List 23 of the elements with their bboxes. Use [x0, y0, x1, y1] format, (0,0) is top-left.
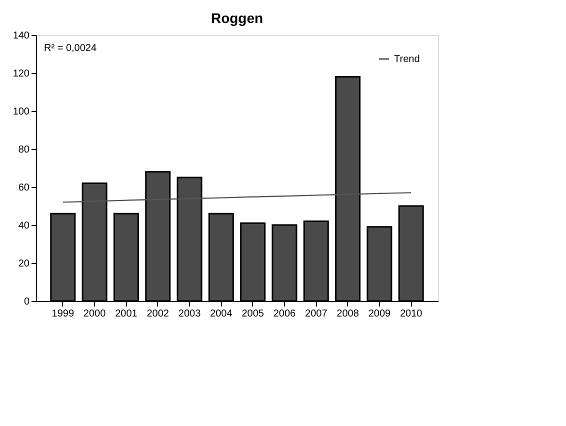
x-tick-label: 2009 — [368, 308, 391, 320]
x-tick-label: 2005 — [242, 308, 264, 320]
y-tick-label: 120 — [12, 68, 30, 80]
y-tick-label: 0 — [24, 296, 30, 308]
y-tick-label: 20 — [18, 258, 30, 270]
y-tick-label: 60 — [18, 182, 30, 194]
x-tick-label: 2003 — [178, 308, 202, 320]
x-tick-label: 2004 — [210, 308, 233, 320]
x-tick-label: 2002 — [146, 308, 170, 320]
y-tick-label: 140 — [12, 30, 30, 42]
x-tick-label: 2006 — [273, 308, 296, 320]
y-tick-label: 100 — [12, 106, 30, 118]
legend-label: Trend — [394, 54, 420, 65]
x-tick-label: 2007 — [305, 308, 328, 320]
x-tick-label: 2001 — [115, 308, 138, 320]
y-tick-label: 40 — [18, 220, 30, 232]
annotation: R² = 0,0024 — [44, 43, 97, 54]
x-tick-label: 2008 — [336, 308, 360, 320]
x-tick-label: 1999 — [52, 308, 74, 320]
x-tick-label: 2000 — [83, 308, 106, 320]
x-tick-label: 2010 — [400, 308, 423, 320]
chart-title: Roggen — [210, 10, 264, 26]
y-tick-label: 80 — [18, 144, 30, 156]
